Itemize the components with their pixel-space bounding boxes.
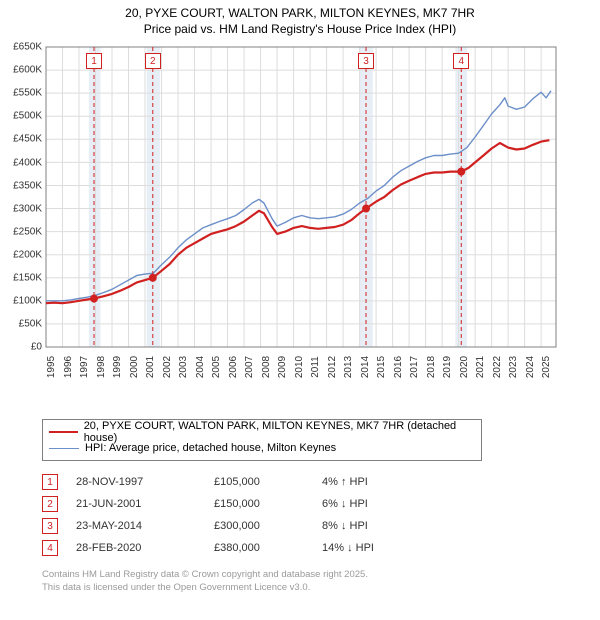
- y-axis-tick-label: £100K: [2, 296, 42, 307]
- footer-line-2: This data is licensed under the Open Gov…: [42, 582, 600, 594]
- x-axis-tick-label: 2024: [525, 356, 536, 378]
- x-axis-tick-label: 2014: [360, 356, 371, 378]
- sale-delta: 4% ↑ HPI: [322, 476, 432, 488]
- x-axis-tick-label: 2022: [492, 356, 503, 378]
- x-axis-tick-label: 2007: [244, 356, 255, 378]
- x-axis-tick-label: 2005: [211, 356, 222, 378]
- legend-swatch: [49, 431, 78, 433]
- x-axis-tick-label: 1999: [112, 356, 123, 378]
- table-row: 1 28-NOV-1997 £105,000 4% ↑ HPI: [42, 471, 600, 493]
- y-axis-tick-label: £450K: [2, 134, 42, 145]
- legend-label: 20, PYXE COURT, WALTON PARK, MILTON KEYN…: [84, 420, 475, 444]
- x-axis-tick-label: 2013: [343, 356, 354, 378]
- table-row: 3 23-MAY-2014 £300,000 8% ↓ HPI: [42, 515, 600, 537]
- sale-date: 21-JUN-2001: [76, 498, 196, 510]
- sale-date: 28-FEB-2020: [76, 542, 196, 554]
- y-axis-tick-label: £500K: [2, 111, 42, 122]
- legend: 20, PYXE COURT, WALTON PARK, MILTON KEYN…: [42, 419, 482, 461]
- x-axis-tick-label: 2001: [145, 356, 156, 378]
- y-axis-tick-label: £400K: [2, 157, 42, 168]
- x-axis-tick-label: 2008: [261, 356, 272, 378]
- x-axis-tick-label: 2012: [327, 356, 338, 378]
- sale-number-box: 4: [42, 540, 58, 556]
- sale-price: £380,000: [214, 542, 304, 554]
- x-axis-tick-label: 2020: [459, 356, 470, 378]
- legend-swatch: [49, 448, 79, 449]
- x-axis-tick-label: 2000: [129, 356, 140, 378]
- x-axis-tick-label: 2002: [162, 356, 173, 378]
- footer: Contains HM Land Registry data © Crown c…: [42, 569, 600, 594]
- x-axis-tick-label: 1995: [46, 356, 57, 378]
- x-axis-tick-label: 2023: [508, 356, 519, 378]
- x-axis-tick-label: 2015: [376, 356, 387, 378]
- sales-table: 1 28-NOV-1997 £105,000 4% ↑ HPI 2 21-JUN…: [42, 471, 600, 559]
- y-axis-tick-label: £150K: [2, 272, 42, 283]
- x-axis-tick-label: 2016: [393, 356, 404, 378]
- sale-delta: 8% ↓ HPI: [322, 520, 432, 532]
- sale-marker-box: 4: [453, 53, 469, 69]
- price-chart: £0 £50K £100K £150K £200K £250K £300K £350K £400…: [0, 39, 600, 413]
- y-axis-tick-label: £550K: [2, 88, 42, 99]
- sale-number-box: 1: [42, 474, 58, 490]
- y-axis-tick-label: £200K: [2, 249, 42, 260]
- sale-number-box: 2: [42, 496, 58, 512]
- y-axis-tick-label: £600K: [2, 65, 42, 76]
- legend-item: 20, PYXE COURT, WALTON PARK, MILTON KEYN…: [49, 424, 475, 440]
- sale-marker-box: 2: [145, 53, 161, 69]
- x-axis-tick-label: 2011: [310, 356, 321, 378]
- x-axis-tick-label: 1996: [63, 356, 74, 378]
- sale-price: £300,000: [214, 520, 304, 532]
- x-axis-tick-label: 2004: [195, 356, 206, 378]
- x-axis-tick-label: 2017: [409, 356, 420, 378]
- y-axis-tick-label: £0: [2, 342, 42, 353]
- table-row: 4 28-FEB-2020 £380,000 14% ↓ HPI: [42, 537, 600, 559]
- footer-line-1: Contains HM Land Registry data © Crown c…: [42, 569, 600, 581]
- sale-date: 28-NOV-1997: [76, 476, 196, 488]
- title-line-2: Price paid vs. HM Land Registry's House …: [4, 22, 596, 38]
- x-axis-tick-label: 2009: [277, 356, 288, 378]
- x-axis-tick-label: 2006: [228, 356, 239, 378]
- legend-label: HPI: Average price, detached house, Milt…: [85, 442, 336, 454]
- y-axis-tick-label: £250K: [2, 226, 42, 237]
- x-axis-tick-label: 2003: [178, 356, 189, 378]
- y-axis-tick-label: £650K: [2, 42, 42, 53]
- title-line-1: 20, PYXE COURT, WALTON PARK, MILTON KEYN…: [4, 6, 596, 22]
- x-axis-tick-label: 2010: [294, 356, 305, 378]
- x-axis-tick-label: 2019: [442, 356, 453, 378]
- chart-title-block: 20, PYXE COURT, WALTON PARK, MILTON KEYN…: [0, 0, 600, 39]
- sale-price: £150,000: [214, 498, 304, 510]
- y-axis-tick-label: £350K: [2, 180, 42, 191]
- x-axis-tick-label: 2025: [541, 356, 552, 378]
- y-axis-tick-label: £300K: [2, 203, 42, 214]
- sale-date: 23-MAY-2014: [76, 520, 196, 532]
- sale-marker-box: 1: [86, 53, 102, 69]
- sale-delta: 14% ↓ HPI: [322, 542, 432, 554]
- sale-delta: 6% ↓ HPI: [322, 498, 432, 510]
- table-row: 2 21-JUN-2001 £150,000 6% ↓ HPI: [42, 493, 600, 515]
- sale-marker-box: 3: [358, 53, 374, 69]
- y-axis-tick-label: £50K: [2, 319, 42, 330]
- sale-price: £105,000: [214, 476, 304, 488]
- x-axis-tick-label: 2021: [475, 356, 486, 378]
- x-axis-tick-label: 2018: [426, 356, 437, 378]
- sale-number-box: 3: [42, 518, 58, 534]
- x-axis-tick-label: 1997: [79, 356, 90, 378]
- x-axis-tick-label: 1998: [96, 356, 107, 378]
